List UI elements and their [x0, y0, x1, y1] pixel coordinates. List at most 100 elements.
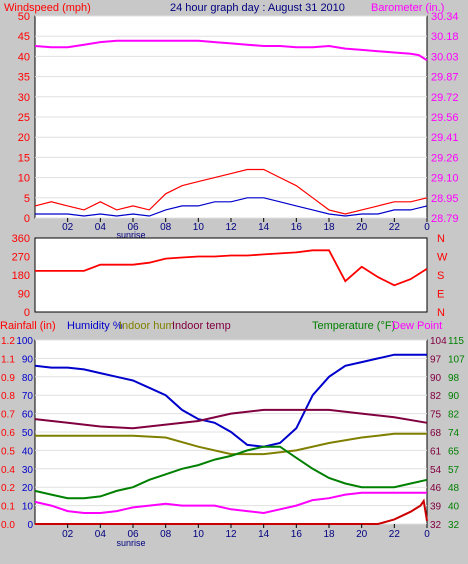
rain-tick-label: 0.2 — [1, 483, 15, 494]
direction-tick-label: 360 — [12, 233, 30, 245]
x-tick-label: 06 — [127, 529, 139, 540]
series-indoor-temp — [34, 408, 428, 430]
baro-tick-label: 29.87 — [431, 72, 459, 84]
wind-tick-label: 50 — [18, 11, 30, 23]
baro-tick-label: 28.95 — [431, 193, 459, 205]
indoor-temp-tick-label: 46 — [430, 483, 442, 494]
rain-tick-label: 0.6 — [1, 428, 15, 439]
x-tick-label: 16 — [291, 222, 303, 233]
x-tick-label: 12 — [225, 529, 237, 540]
indoor-temp-tick-label: 97 — [430, 354, 442, 365]
rain-tick-label: 0.7 — [1, 410, 15, 421]
baro-tick-label: 29.26 — [431, 152, 459, 164]
humidity-tick-label: 80 — [22, 373, 34, 384]
temperature-tick-label: 48 — [448, 483, 460, 494]
x-tick-label: 20 — [356, 222, 368, 233]
indoor-temp-tick-label: 82 — [430, 391, 442, 402]
rain-tick-label: 1.2 — [1, 336, 15, 347]
indoor-temp-label: Indoor temp — [172, 320, 231, 332]
series-dew-point — [34, 491, 427, 515]
baro-tick-label: 30.34 — [431, 11, 459, 23]
rain-tick-label: 0.0 — [1, 520, 15, 531]
baro-tick-label: 29.56 — [431, 112, 459, 124]
humidity-tick-label: 50 — [22, 428, 34, 439]
humidity-tick-label: 70 — [22, 391, 34, 402]
x-tick-label: 18 — [323, 529, 335, 540]
x-tick-label: 18 — [323, 222, 335, 233]
baro-axis-label: Barometer (in.) — [371, 2, 444, 14]
humidity-tick-label: 20 — [22, 483, 34, 494]
wind-tick-label: 5 — [24, 193, 30, 205]
direction-plot-area — [34, 237, 428, 313]
humidity-tick-label: 90 — [22, 354, 34, 365]
x-tick-label: 0 — [424, 529, 430, 540]
series-wind-gust — [34, 168, 428, 215]
x-tick-label: 10 — [193, 222, 205, 233]
x-tick-label: 02 — [62, 222, 74, 233]
x-tick-label: 04 — [95, 222, 107, 233]
temperature-tick-label: 115 — [448, 336, 464, 347]
indoor-temp-tick-label: 32 — [430, 520, 442, 531]
baro-tick-label: 29.72 — [431, 92, 459, 104]
wind-tick-label: 0 — [24, 213, 30, 225]
series-wind-average — [35, 197, 428, 217]
temperature-tick-label: 82 — [448, 410, 460, 421]
sunrise-label: sunrise — [116, 230, 145, 240]
rain-tick-label: 1.1 — [1, 354, 15, 365]
chart-panels: 0 5 10 15 20 25 30 35 40 45 50 28.79 28.95 29.10 29.26… — [1, 11, 465, 548]
wind-tick-label: 45 — [18, 31, 30, 43]
temperature-tick-label: 98 — [448, 373, 460, 384]
indoor-temp-tick-label: 39 — [430, 502, 442, 513]
series-indoor-hum — [35, 432, 427, 456]
series-humidity — [34, 353, 427, 448]
x-tick-label: 06 — [127, 222, 139, 233]
series-temperature — [34, 445, 428, 500]
wind-tick-label: 35 — [18, 72, 30, 84]
indoor-temp-tick-label: 68 — [430, 428, 442, 439]
temperature-tick-label: 90 — [448, 391, 460, 402]
rain-tick-label: 0.9 — [1, 373, 15, 384]
baro-tick-label: 29.10 — [431, 173, 459, 185]
temperature-tick-label: 57 — [448, 465, 460, 476]
indoor-temp-tick-label: 90 — [430, 373, 442, 384]
rain-axis-label: Rainfall (in) — [0, 320, 56, 332]
humidity-tick-label: 40 — [22, 446, 34, 457]
dewpoint-axis-label: Dew Point — [392, 320, 442, 332]
compass-label: E — [437, 289, 444, 301]
wind-tick-label: 30 — [18, 92, 30, 104]
compass-label: W — [437, 252, 448, 264]
x-tick-label: 04 — [95, 529, 107, 540]
x-tick-label: 14 — [258, 222, 270, 233]
baro-tick-label: 29.41 — [431, 132, 459, 144]
compass-label: N — [437, 307, 445, 319]
wind-tick-label: 40 — [18, 51, 30, 63]
humidity-tick-label: 30 — [22, 465, 34, 476]
indoor-temp-tick-label: 54 — [430, 465, 442, 476]
humidity-tick-label: 60 — [22, 410, 34, 421]
series-direction — [35, 249, 428, 287]
x-tick-label: 12 — [225, 222, 237, 233]
sunrise-label: sunrise — [116, 538, 145, 548]
wind-tick-label: 20 — [18, 132, 30, 144]
wind-axis-label: Windspeed (mph) — [4, 2, 91, 14]
compass-label: N — [437, 233, 445, 245]
indoor-temp-tick-label: 104 — [430, 336, 447, 347]
humidity-tick-label: 10 — [22, 502, 34, 513]
x-tick-label: 22 — [389, 529, 401, 540]
rain-tick-label: 0.4 — [1, 465, 15, 476]
temperature-tick-label: 74 — [448, 428, 460, 439]
rain-tick-label: 0.1 — [1, 502, 15, 513]
temperature-tick-label: 32 — [448, 520, 460, 531]
x-tick-label: 08 — [160, 529, 172, 540]
direction-tick-label: 180 — [12, 270, 30, 282]
temperature-tick-label: 107 — [448, 354, 465, 365]
x-tick-label: 20 — [356, 529, 368, 540]
indoor-hum-label: Indoor hum — [119, 320, 175, 332]
rain-tick-label: 0.5 — [1, 446, 15, 457]
humidity-tick-label: 100 — [16, 336, 33, 347]
x-tick-label: 22 — [389, 222, 401, 233]
indoor-temp-tick-label: 75 — [430, 410, 442, 421]
temperature-tick-label: 65 — [448, 446, 460, 457]
